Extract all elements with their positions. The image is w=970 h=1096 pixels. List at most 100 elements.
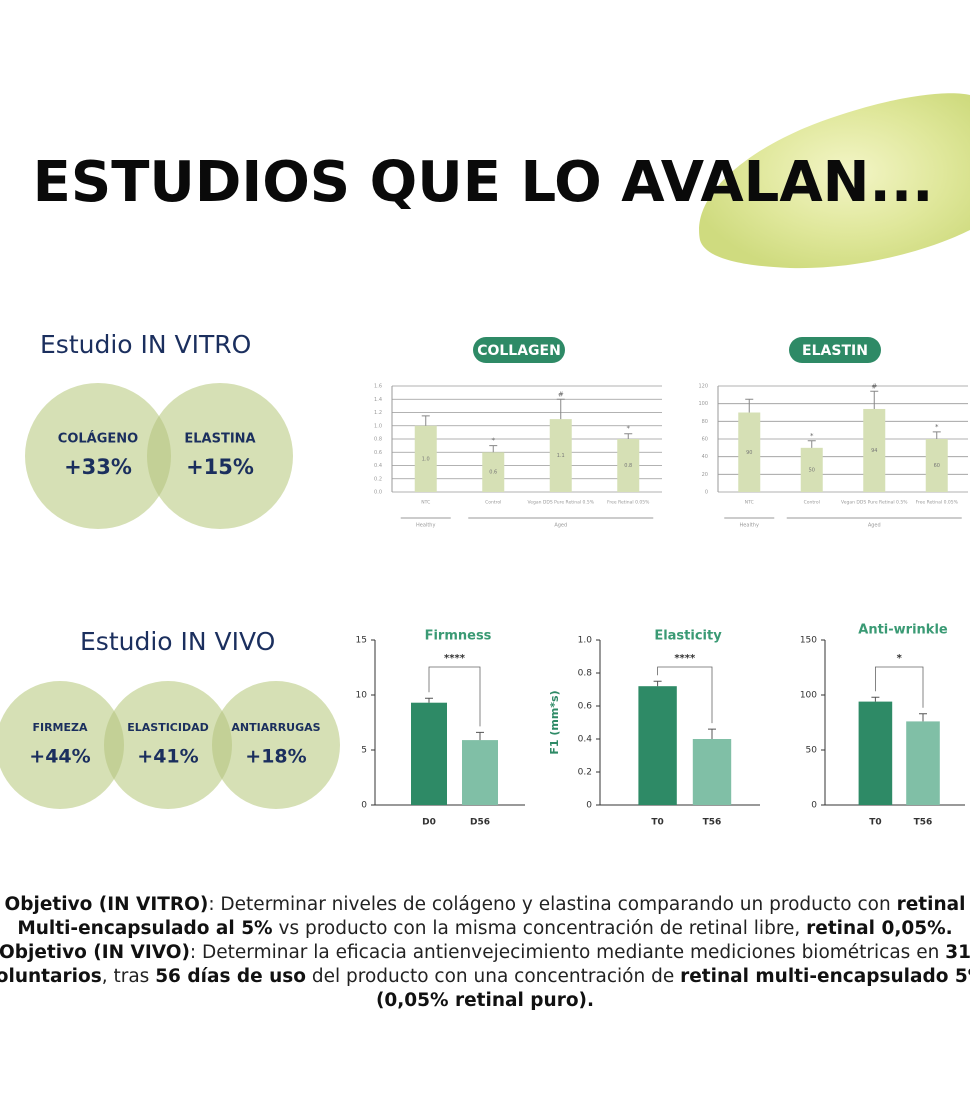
chart-title: ELASTIN bbox=[802, 343, 868, 359]
error-bar bbox=[708, 728, 716, 739]
title-pill bbox=[473, 337, 565, 363]
x-tick-label: Vegan DDS Pure Retinal 0.5% bbox=[528, 500, 595, 506]
error-bar bbox=[653, 680, 662, 687]
venn-value: +41% bbox=[137, 746, 198, 768]
y-tick-label: 1.0 bbox=[578, 636, 593, 646]
bar-value-label: 90 bbox=[746, 450, 752, 456]
bar bbox=[411, 702, 447, 805]
significance-mark: * bbox=[492, 437, 496, 445]
venn-label: FIRMEZA bbox=[32, 721, 88, 734]
y-tick-label: 120 bbox=[698, 384, 708, 390]
bar bbox=[617, 439, 640, 492]
bar bbox=[638, 686, 677, 805]
venn-label: ELASTINA bbox=[184, 432, 255, 447]
y-tick-label: 150 bbox=[800, 636, 817, 646]
significance-bracket bbox=[657, 666, 713, 724]
bar bbox=[906, 721, 940, 805]
y-tick-label: 15 bbox=[356, 636, 367, 646]
footnote-segment: vs producto con la misma concentración d… bbox=[272, 918, 807, 939]
bar-value-label: 60 bbox=[934, 463, 940, 469]
y-tick-label: 100 bbox=[800, 691, 817, 701]
error-bar bbox=[421, 415, 430, 426]
x-tick-label: T0 bbox=[651, 818, 663, 828]
y-tick-label: 40 bbox=[702, 454, 708, 460]
venn-label: COLÁGENO bbox=[58, 431, 138, 447]
x-tick-label: T56 bbox=[914, 818, 933, 828]
venn-circle bbox=[25, 383, 171, 529]
y-tick-label: 5 bbox=[361, 746, 367, 756]
x-tick-label: D56 bbox=[470, 818, 490, 828]
bar bbox=[549, 419, 572, 492]
significance-label: * bbox=[897, 653, 903, 664]
x-tick-label: T56 bbox=[703, 818, 722, 828]
bar-value-label: 1.0 bbox=[422, 456, 430, 462]
y-tick-label: 60 bbox=[702, 437, 708, 443]
significance-label: **** bbox=[444, 653, 466, 664]
bar bbox=[482, 452, 505, 492]
footnote-segment: , tras bbox=[101, 966, 156, 987]
significance-mark: # bbox=[871, 382, 877, 390]
bar bbox=[462, 740, 498, 805]
footnote-segment: : Determinar la eficacia antienvejecimie… bbox=[189, 942, 946, 963]
y-tick-label: 0 bbox=[705, 490, 708, 496]
section-heading: Estudio IN VIVO bbox=[80, 627, 275, 656]
y-axis-label: F1 (mm*s) bbox=[548, 690, 561, 754]
bar-value-label: 1.1 bbox=[557, 453, 565, 459]
x-tick-label: NTC bbox=[745, 500, 754, 506]
y-tick-label: 0 bbox=[811, 801, 817, 811]
venn-label: ANTIARRUGAS bbox=[231, 721, 320, 734]
bar-value-label: 0.6 bbox=[489, 470, 497, 476]
significance-mark: * bbox=[810, 432, 814, 440]
x-tick-label: Free Retinal 0.05% bbox=[607, 500, 650, 506]
venn-overlap bbox=[104, 710, 124, 780]
x-tick-label: Control bbox=[485, 500, 501, 506]
y-tick-label: 10 bbox=[356, 691, 368, 701]
y-tick-label: 100 bbox=[698, 401, 708, 407]
chart-title: Anti-wrinkle bbox=[858, 623, 948, 638]
x-tick-label: Free Retinal 0.05% bbox=[916, 500, 959, 506]
y-tick-label: 0.8 bbox=[374, 437, 382, 443]
bar-value-label: 94 bbox=[871, 448, 877, 454]
bar bbox=[738, 412, 761, 492]
venn-value: +44% bbox=[29, 746, 90, 768]
error-bar bbox=[870, 390, 879, 409]
y-tick-label: 0.4 bbox=[578, 735, 593, 745]
page-title: ESTUDIOS QUE LO AVALAN... bbox=[33, 150, 934, 215]
group-label: Healthy bbox=[416, 523, 435, 529]
footnote-segment: retinal Multi-encapsulado al 5% bbox=[17, 894, 966, 939]
bar-value-label: 0.8 bbox=[624, 463, 632, 469]
x-tick-label: NTC bbox=[421, 500, 430, 506]
y-tick-label: 1.6 bbox=[374, 384, 382, 390]
bar-value-label: 50 bbox=[809, 467, 815, 473]
y-tick-label: 0 bbox=[586, 801, 592, 811]
y-tick-label: 0 bbox=[361, 801, 367, 811]
bar bbox=[858, 701, 893, 805]
y-tick-label: 1.4 bbox=[374, 397, 382, 403]
section-heading: Estudio IN VITRO bbox=[40, 330, 251, 359]
title-pill bbox=[789, 337, 881, 363]
error-bar bbox=[624, 433, 633, 439]
significance-mark: * bbox=[627, 425, 631, 433]
y-tick-label: 0.8 bbox=[578, 669, 593, 679]
y-tick-label: 20 bbox=[702, 472, 708, 478]
y-tick-label: 0.2 bbox=[578, 768, 592, 778]
y-tick-label: 80 bbox=[702, 419, 708, 425]
x-tick-label: D0 bbox=[422, 818, 436, 828]
error-bar bbox=[476, 731, 484, 741]
footnote-segment: Objetivo (IN VITRO) bbox=[4, 894, 209, 915]
y-tick-label: 1.2 bbox=[374, 410, 382, 416]
venn-label: ELASTICIDAD bbox=[127, 721, 209, 734]
venn-circle bbox=[212, 681, 340, 809]
venn-overlap bbox=[212, 710, 232, 780]
x-tick-label: Control bbox=[804, 500, 820, 506]
error-bar bbox=[425, 697, 433, 703]
bar bbox=[863, 408, 886, 492]
y-tick-label: 1.0 bbox=[374, 423, 382, 429]
footnote-segment: 56 días de uso bbox=[155, 966, 307, 987]
group-label: Aged bbox=[554, 523, 567, 529]
footnote-segment: retinal multi-encapsulado 5% (0,05% reti… bbox=[375, 966, 970, 1011]
bar bbox=[800, 447, 823, 492]
footnote-segment: del producto con una concentración de bbox=[306, 966, 681, 987]
